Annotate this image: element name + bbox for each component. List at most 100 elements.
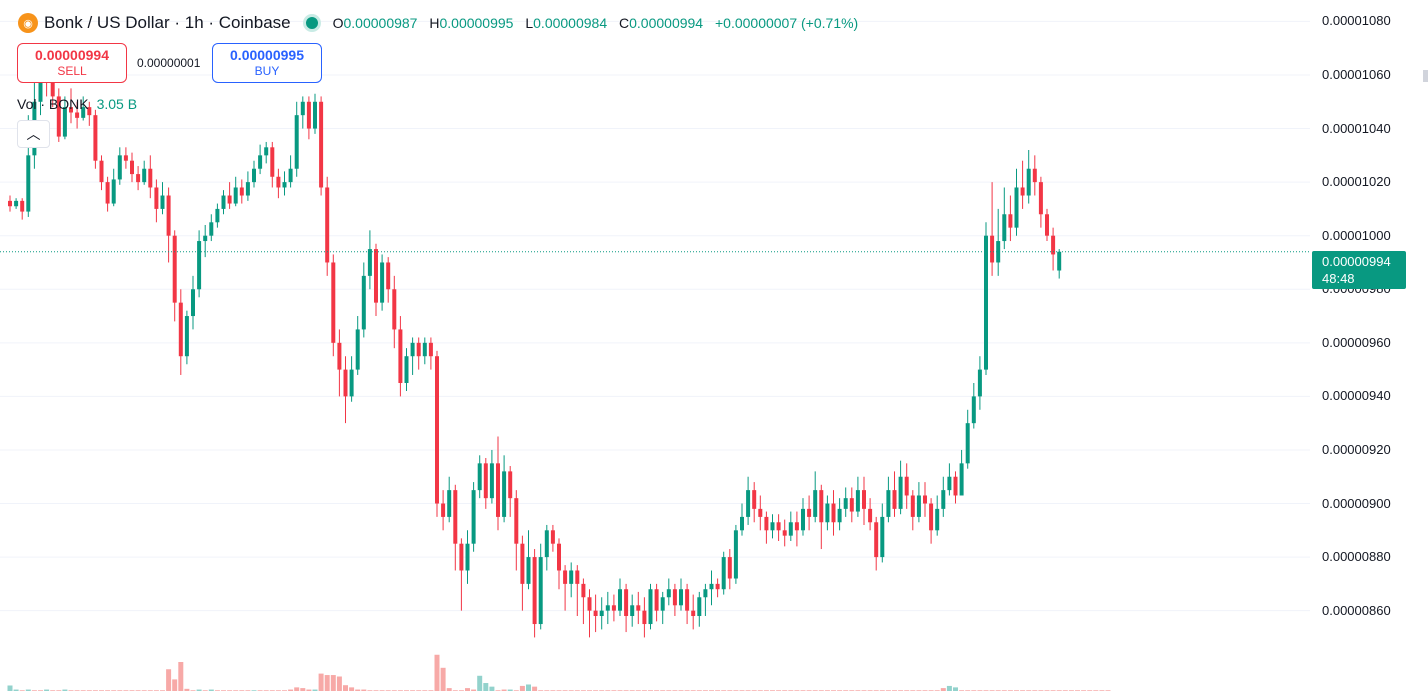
candle [496,463,500,517]
volume-bar [519,685,525,691]
candle [276,176,281,188]
scroll-handle[interactable] [1423,70,1428,82]
ohlc-open-value: 0.00000987 [343,15,418,31]
candle [69,107,73,113]
volume-bar [526,684,531,691]
ohlc-change: +0.00000007 (+0.71%) [714,15,859,31]
candle [563,570,568,584]
candle [392,289,397,330]
buy-label: BUY [254,64,280,78]
candle [801,508,805,531]
volume-bar [953,687,958,691]
candle [160,195,165,209]
candle [489,463,494,499]
candle [837,508,842,523]
volume-bar [44,689,50,691]
candle [203,235,208,242]
candle [1002,214,1007,242]
candle [910,495,915,517]
volume-bar [336,676,342,691]
candle [355,329,360,370]
volume-bar [465,688,470,691]
candle [935,508,940,531]
candle [288,168,293,183]
candle [215,208,220,223]
candle [428,342,433,357]
symbol-header: ◉ Bonk / US Dollar · 1h · Coinbase O0.00… [18,11,858,35]
candle [831,503,836,523]
candle [630,605,635,617]
candle [1032,168,1037,183]
price-tick-label: 0.00000860 [1322,602,1391,618]
volume-bar [434,654,440,691]
candle [923,495,927,504]
candle [282,182,287,188]
candle [441,503,446,517]
candle [685,589,690,611]
candle [1051,235,1056,255]
ohlc-close-value: 0.00000994 [629,15,704,31]
candle [386,262,391,290]
candle [331,262,336,343]
candle [843,498,848,509]
candle [87,107,92,116]
candle [483,463,488,499]
candle [660,597,665,611]
candle [465,543,470,571]
candle [575,570,580,584]
candle [862,490,866,509]
candle [294,115,299,169]
price-tick-label: 0.00000940 [1322,388,1391,404]
volume-bar [208,689,214,691]
candle [136,174,141,183]
candle [197,241,202,290]
last-price-value: 0.00000994 [1322,254,1391,269]
candle [1020,187,1025,196]
candle [587,597,592,611]
candle [148,168,153,188]
candle [855,490,860,512]
candle [38,74,43,102]
candle [886,490,891,517]
candle [111,179,116,204]
candle [435,356,439,504]
symbol-title[interactable]: Bonk / US Dollar · 1h · Coinbase [44,13,291,32]
candle [654,589,659,611]
candle [398,329,403,383]
volume-bar [940,688,946,691]
candle [752,490,757,509]
candle [1057,251,1062,271]
volume-value: 3.05 B [96,96,138,112]
candle [1038,182,1043,215]
collapse-legend-button[interactable]: ︿ [17,120,50,148]
price-tick-label: 0.00001000 [1322,227,1391,243]
volume-bar [440,667,446,691]
candle [123,155,128,161]
candle [557,543,561,571]
volume-bar [184,688,190,691]
price-tick-label: 0.00000960 [1322,334,1391,350]
candle [526,557,531,584]
market-status-icon[interactable] [302,14,321,32]
price-tick-label: 0.00001060 [1322,66,1391,82]
candle [93,115,98,161]
candle [776,522,781,531]
candle [337,342,342,370]
candle [721,557,726,590]
candle [679,589,683,606]
sell-button[interactable]: 0.00000994 SELL [17,43,127,83]
candle [14,200,19,207]
candle [788,522,793,536]
candle [233,187,238,204]
candle [166,195,171,236]
candle [374,249,378,303]
candle [672,589,677,606]
candle [264,147,269,156]
volume-bar [306,689,312,691]
candle [306,101,311,129]
candle [227,195,232,204]
buy-button[interactable]: 0.00000995 BUY [212,43,322,83]
candle [569,570,574,584]
candle [270,147,275,177]
